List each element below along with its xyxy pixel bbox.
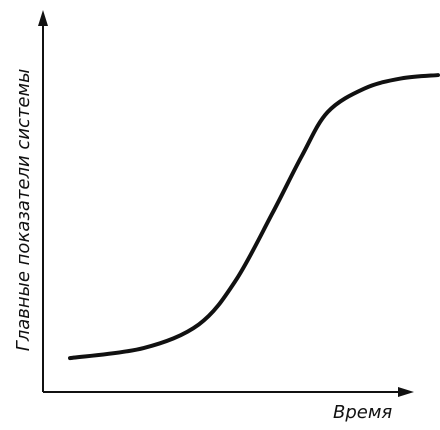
y-axis-label: Главные показатели системы [13, 69, 34, 352]
y-axis-arrow-icon [38, 10, 48, 26]
x-axis-label: Время [333, 402, 392, 423]
x-axis-arrow-icon [398, 387, 414, 397]
series-line [68, 73, 440, 361]
